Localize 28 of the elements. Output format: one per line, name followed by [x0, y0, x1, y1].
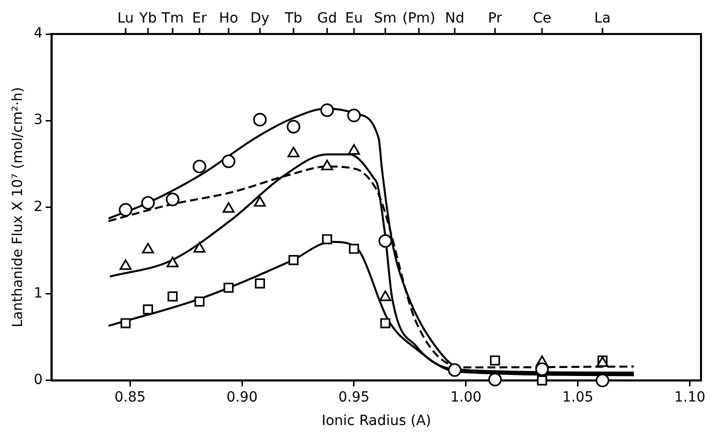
x-tick-label: 0.95 [338, 389, 370, 406]
annotation: Ho [219, 10, 238, 27]
annotation: Yb [138, 10, 157, 27]
x-tick-label: 1.00 [450, 389, 482, 406]
y-tick-label: 3 [34, 112, 43, 128]
y-tick-label: 0 [34, 372, 43, 388]
annotation: Tb [284, 10, 302, 27]
annotation: Eu [345, 10, 363, 27]
x-tick-label: 1.10 [674, 389, 706, 406]
annotation: Gd [317, 10, 337, 27]
annotation: Nd [445, 10, 464, 27]
x-tick-label: 0.90 [226, 389, 258, 406]
x-axis-title: Ionic Radius (A) [322, 413, 432, 430]
annotation: Lu [117, 10, 134, 27]
annotation: (Pm) [402, 10, 436, 27]
y-tick-label: 4 [34, 26, 43, 42]
annotation: Tm [160, 10, 184, 27]
annotation: Er [192, 10, 208, 27]
annotation: Dy [250, 10, 270, 27]
x-tick-label: 1.05 [562, 389, 594, 406]
y-tick-label: 1 [34, 285, 43, 302]
y-tick-label: 2 [34, 198, 43, 215]
annotation: Sm [374, 10, 397, 27]
annotation: Ce [532, 10, 552, 27]
y-axis-title: Lanthanide Flux X 10⁷ (mol/cm²·h) [10, 87, 26, 328]
annotation: La [594, 10, 611, 27]
x-tick-label: 0.85 [114, 389, 146, 406]
annotation: Pr [488, 10, 502, 27]
